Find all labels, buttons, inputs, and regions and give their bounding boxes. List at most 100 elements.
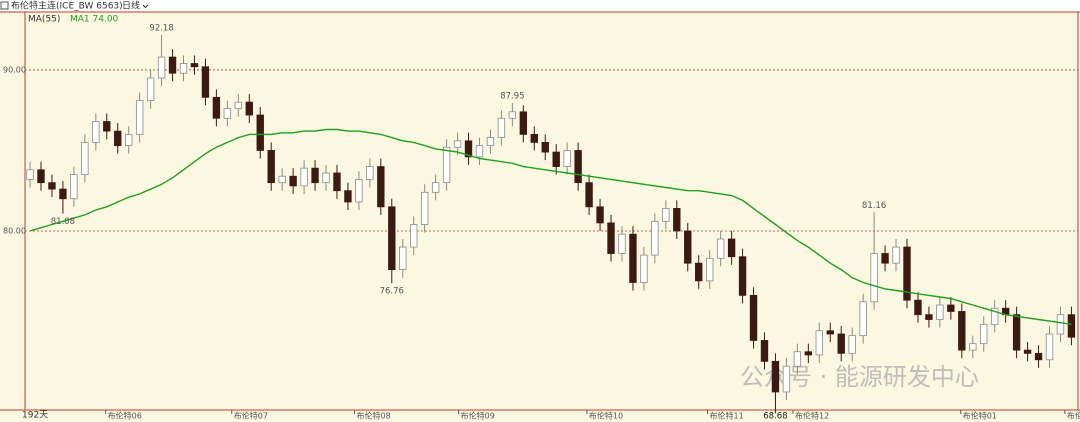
x-tick-label: 布伦特10 bbox=[589, 411, 623, 421]
extreme-label: 81.08 bbox=[51, 217, 75, 227]
candle-body bbox=[59, 188, 67, 200]
candle-body bbox=[289, 175, 297, 187]
candle-body bbox=[991, 307, 999, 325]
candle-body bbox=[980, 323, 988, 345]
candle-body bbox=[969, 343, 977, 351]
candle-body bbox=[114, 130, 122, 147]
candle-body bbox=[815, 330, 823, 356]
extreme-label: 76.76 bbox=[380, 287, 404, 297]
candle-body bbox=[782, 365, 791, 393]
candle-body bbox=[837, 333, 845, 354]
dropdown-arrow[interactable] bbox=[142, 4, 149, 9]
candle-body bbox=[37, 169, 45, 184]
candle-body bbox=[727, 238, 736, 258]
candle-body bbox=[684, 230, 692, 264]
candle-body bbox=[399, 246, 407, 271]
period-selector[interactable]: 日线 bbox=[122, 0, 140, 12]
candle-body bbox=[179, 63, 188, 74]
top-bar bbox=[0, 0, 1080, 12]
candle-body bbox=[70, 174, 78, 200]
candle-body bbox=[629, 233, 637, 283]
y-tick-label: 80.00 bbox=[3, 226, 26, 235]
candle-body bbox=[146, 77, 155, 101]
candle-body bbox=[673, 208, 681, 232]
candle-body bbox=[234, 101, 243, 110]
candle-body bbox=[925, 314, 933, 320]
candle-body bbox=[420, 191, 429, 225]
candle-body bbox=[410, 224, 418, 248]
candle-body bbox=[892, 246, 900, 264]
candle-body bbox=[1067, 314, 1076, 338]
candle-body bbox=[442, 146, 451, 184]
candle-body bbox=[881, 253, 889, 264]
candle-body bbox=[804, 351, 813, 356]
candle-body bbox=[431, 182, 440, 193]
candle-body bbox=[760, 340, 769, 362]
x-tick-label: 布伦特06 bbox=[108, 411, 142, 421]
candle-body bbox=[947, 304, 955, 312]
candle-body bbox=[738, 256, 747, 296]
x-tick-label: 布伦特01 bbox=[963, 411, 997, 421]
candle-body bbox=[157, 56, 166, 79]
candle-body bbox=[311, 167, 319, 184]
candle-body bbox=[333, 172, 341, 192]
candle-body bbox=[125, 133, 133, 147]
candle-body bbox=[793, 351, 802, 367]
candle-body bbox=[914, 299, 922, 316]
extreme-label: 81.16 bbox=[862, 201, 886, 211]
ma-line bbox=[29, 128, 1072, 325]
candle-body bbox=[870, 253, 878, 303]
candle-body bbox=[201, 66, 210, 98]
x-tick-label: 布伦特02 bbox=[1067, 411, 1080, 421]
candle-body bbox=[278, 175, 286, 184]
candle-body bbox=[355, 179, 363, 203]
candle-body bbox=[716, 238, 725, 259]
x-tick-label: 布伦特09 bbox=[461, 411, 495, 421]
candle-body bbox=[388, 206, 396, 271]
candle-body bbox=[453, 140, 462, 148]
candle-body bbox=[223, 108, 232, 119]
extreme-label: 87.95 bbox=[500, 91, 524, 101]
x-tick-label: 布伦特07 bbox=[234, 411, 268, 421]
chart-title: 布伦特主连(ICE_BW 6563) bbox=[11, 0, 123, 12]
candle-body bbox=[662, 208, 670, 222]
candle-body bbox=[640, 254, 648, 283]
candle-body bbox=[344, 190, 352, 203]
candle-body bbox=[26, 169, 34, 180]
candle-body bbox=[596, 206, 604, 224]
x-tick-label: 布伦特12 bbox=[795, 411, 829, 421]
candle-body bbox=[475, 145, 484, 158]
x-tick-label: 布伦特11 bbox=[709, 411, 743, 421]
candle-body bbox=[563, 150, 571, 167]
candle-body bbox=[574, 150, 582, 184]
candle-body bbox=[848, 335, 856, 354]
candle-body bbox=[1056, 314, 1065, 335]
x-tick-label: 布伦特08 bbox=[357, 411, 391, 421]
candle-body bbox=[749, 294, 758, 341]
candle-body bbox=[1023, 349, 1032, 354]
candle-body bbox=[903, 246, 911, 301]
candle-body bbox=[81, 142, 89, 176]
candle-body bbox=[607, 222, 615, 254]
candle-body bbox=[135, 100, 144, 135]
candle-body bbox=[541, 142, 549, 153]
candle-body bbox=[300, 167, 308, 187]
candle-body bbox=[1045, 333, 1054, 361]
candle-body bbox=[826, 330, 834, 335]
legend-entry: MA1 74.00 bbox=[70, 15, 119, 25]
candle-body bbox=[618, 233, 626, 254]
candle-body bbox=[168, 56, 177, 74]
watermark: 公众号 · 能源研发中心 bbox=[740, 363, 979, 391]
candle-body bbox=[585, 182, 593, 208]
window-icon[interactable] bbox=[0, 1, 9, 10]
y-tick-label: 90.00 bbox=[3, 65, 26, 74]
candle-body bbox=[212, 96, 221, 119]
candle-body bbox=[771, 360, 780, 393]
candle-body bbox=[508, 111, 517, 119]
day-count: 192天 bbox=[22, 411, 48, 421]
candle-body bbox=[190, 63, 199, 68]
candle-body bbox=[92, 121, 100, 143]
candle-body bbox=[705, 257, 714, 282]
extreme-label: 92.18 bbox=[149, 23, 173, 33]
